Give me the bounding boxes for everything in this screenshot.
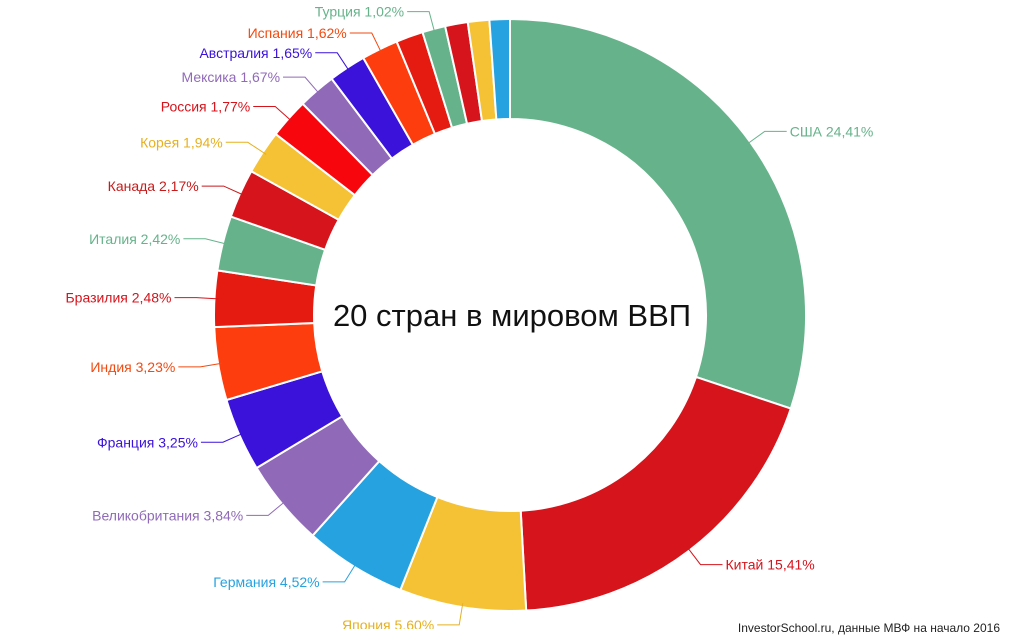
leader-испания: [349, 32, 382, 54]
source-note: InvestorSchool.ru, данные МВФ на начало …: [737, 621, 1000, 635]
label-мексика: Мексика 1,67%: [182, 69, 281, 85]
leader-корея: [225, 141, 267, 155]
leader-сша: [746, 130, 787, 145]
chart-title: 20 стран в мировом ВВП: [333, 298, 691, 333]
label-великобритания: Великобритания 3,84%: [92, 507, 243, 523]
leader-россия: [253, 105, 293, 122]
leader-япония: [437, 603, 464, 626]
slice-китай: [519, 375, 793, 612]
label-турция: Турция 1,02%: [315, 4, 404, 20]
label-сша: США 24,41%: [790, 123, 874, 139]
leader-бразилия: [174, 297, 219, 300]
leader-франция: [200, 432, 244, 443]
label-корея: Корея 1,94%: [140, 134, 223, 150]
leader-великобритания: [246, 500, 286, 516]
leader-австралия: [315, 52, 350, 72]
label-бразилия: Бразилия 2,48%: [65, 290, 171, 306]
label-германия: Германия 4,52%: [213, 574, 319, 590]
leader-италия: [183, 238, 227, 245]
leader-индия: [178, 362, 223, 368]
slice-item-19: [488, 17, 511, 121]
label-китай: Китай 15,41%: [726, 557, 815, 573]
slice-labels: США 24,41% Китай 15,41% Япония 5,60% Герман…: [65, 4, 873, 629]
label-италия: Италия 2,42%: [89, 231, 180, 247]
donut-slices: [213, 17, 807, 612]
label-россия: Россия 1,77%: [161, 98, 251, 114]
label-австралия: Австралия 1,65%: [199, 45, 312, 61]
label-индия: Индия 3,23%: [90, 359, 175, 375]
label-leader-lines: [174, 11, 787, 626]
label-канада: Канада 2,17%: [108, 178, 199, 194]
leader-мексика: [283, 76, 320, 95]
slice-сша: [509, 17, 807, 410]
label-испания: Испания 1,62%: [248, 25, 347, 41]
leader-канада: [201, 185, 244, 196]
leader-китай: [686, 546, 723, 566]
label-япония: Япония 5,60%: [342, 617, 434, 629]
leader-германия: [322, 562, 357, 583]
leader-турция: [407, 11, 436, 33]
label-франция: Франция 3,25%: [97, 434, 198, 450]
